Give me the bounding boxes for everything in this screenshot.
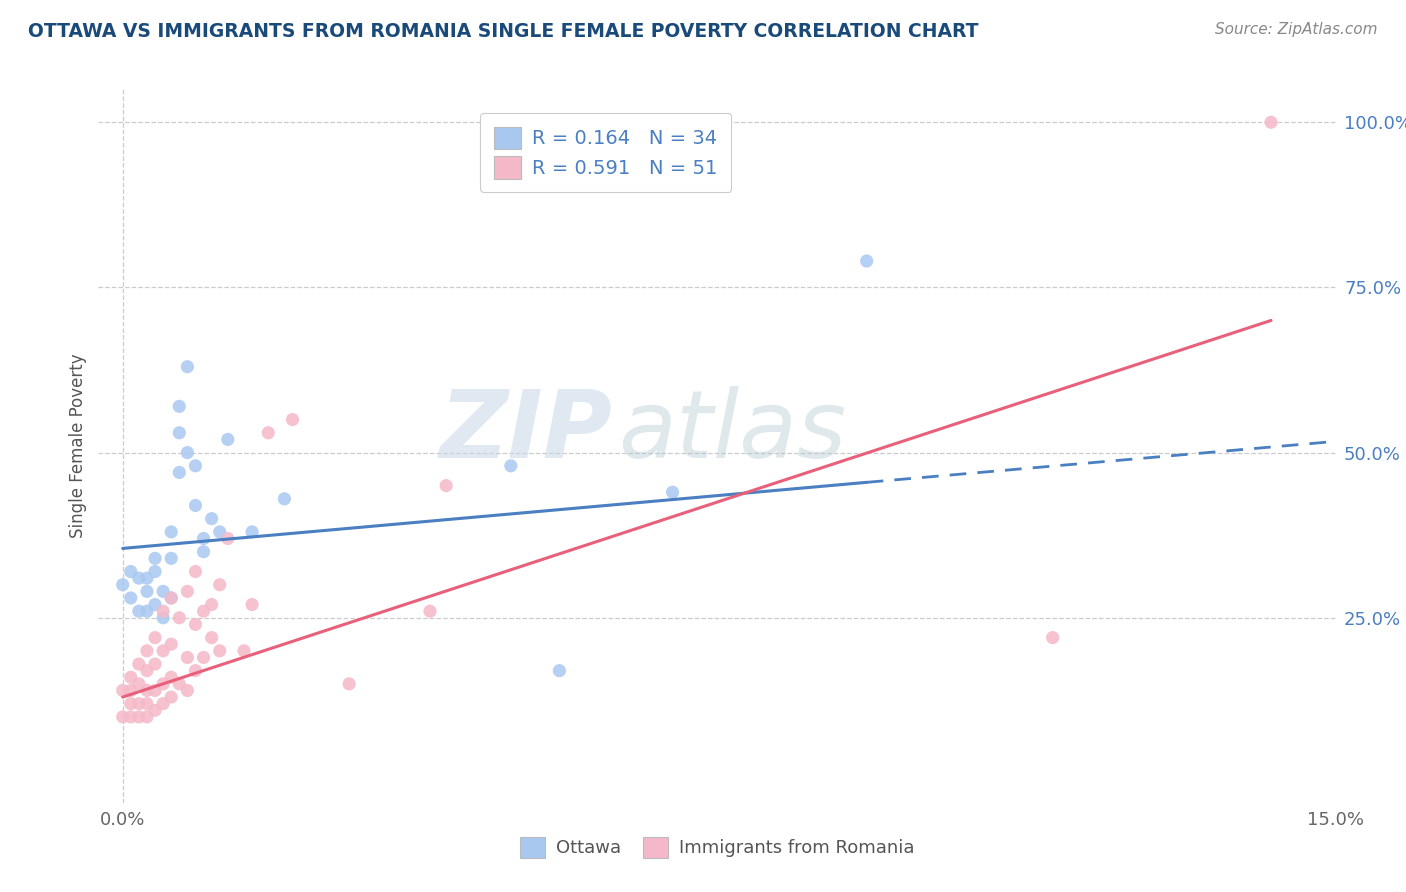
Point <box>120 591 142 605</box>
Point <box>111 683 134 698</box>
Y-axis label: Single Female Poverty: Single Female Poverty <box>69 354 87 538</box>
Text: ZIP: ZIP <box>439 385 612 478</box>
Point <box>193 650 215 665</box>
Point <box>152 584 174 599</box>
Point <box>152 644 174 658</box>
Point <box>201 598 224 612</box>
Point <box>128 604 150 618</box>
Point <box>136 664 159 678</box>
Point <box>208 524 231 539</box>
Point <box>128 571 150 585</box>
Point <box>169 466 191 480</box>
Point <box>136 644 159 658</box>
Point <box>240 598 263 612</box>
Point <box>136 571 159 585</box>
Point <box>193 532 215 546</box>
Point <box>143 551 166 566</box>
Point <box>120 683 142 698</box>
Point <box>152 677 174 691</box>
Point <box>201 631 224 645</box>
Point <box>419 604 441 618</box>
Text: Source: ZipAtlas.com: Source: ZipAtlas.com <box>1215 22 1378 37</box>
Point <box>184 499 207 513</box>
Point <box>111 578 134 592</box>
Point <box>184 617 207 632</box>
Point <box>193 604 215 618</box>
Point <box>143 565 166 579</box>
Point <box>233 644 256 658</box>
Point <box>143 631 166 645</box>
Point <box>143 683 166 698</box>
Point <box>176 584 198 599</box>
Point <box>184 565 207 579</box>
Point <box>111 710 134 724</box>
Point <box>160 591 183 605</box>
Point <box>143 598 166 612</box>
Point <box>217 433 239 447</box>
Point <box>240 524 263 539</box>
Point <box>176 359 198 374</box>
Point <box>160 690 183 704</box>
Point <box>143 703 166 717</box>
Point <box>855 254 877 268</box>
Point <box>136 683 159 698</box>
Point <box>208 578 231 592</box>
Point <box>152 697 174 711</box>
Legend: Ottawa, Immigrants from Romania: Ottawa, Immigrants from Romania <box>513 830 921 865</box>
Point <box>1042 631 1064 645</box>
Point <box>184 664 207 678</box>
Point <box>136 710 159 724</box>
Point <box>169 425 191 440</box>
Point <box>143 657 166 671</box>
Point <box>120 565 142 579</box>
Point <box>152 604 174 618</box>
Point <box>136 697 159 711</box>
Point <box>499 458 522 473</box>
Point <box>160 551 183 566</box>
Point <box>128 657 150 671</box>
Point <box>1260 115 1282 129</box>
Point <box>661 485 683 500</box>
Point <box>120 670 142 684</box>
Point <box>176 445 198 459</box>
Point <box>184 458 207 473</box>
Point <box>128 697 150 711</box>
Point <box>160 637 183 651</box>
Point <box>208 644 231 658</box>
Point <box>136 584 159 599</box>
Point <box>169 677 191 691</box>
Point <box>169 400 191 414</box>
Point <box>169 611 191 625</box>
Point <box>217 532 239 546</box>
Point <box>176 683 198 698</box>
Point <box>128 677 150 691</box>
Point <box>273 491 295 506</box>
Point <box>548 664 571 678</box>
Point <box>136 604 159 618</box>
Point <box>128 710 150 724</box>
Point <box>160 591 183 605</box>
Point <box>257 425 280 440</box>
Point <box>120 710 142 724</box>
Point <box>152 611 174 625</box>
Point <box>176 650 198 665</box>
Text: OTTAWA VS IMMIGRANTS FROM ROMANIA SINGLE FEMALE POVERTY CORRELATION CHART: OTTAWA VS IMMIGRANTS FROM ROMANIA SINGLE… <box>28 22 979 41</box>
Point <box>201 511 224 525</box>
Point <box>120 697 142 711</box>
Point <box>160 670 183 684</box>
Point <box>434 478 457 492</box>
Point <box>337 677 360 691</box>
Point <box>160 524 183 539</box>
Point <box>193 545 215 559</box>
Point <box>281 412 304 426</box>
Text: atlas: atlas <box>619 386 846 477</box>
